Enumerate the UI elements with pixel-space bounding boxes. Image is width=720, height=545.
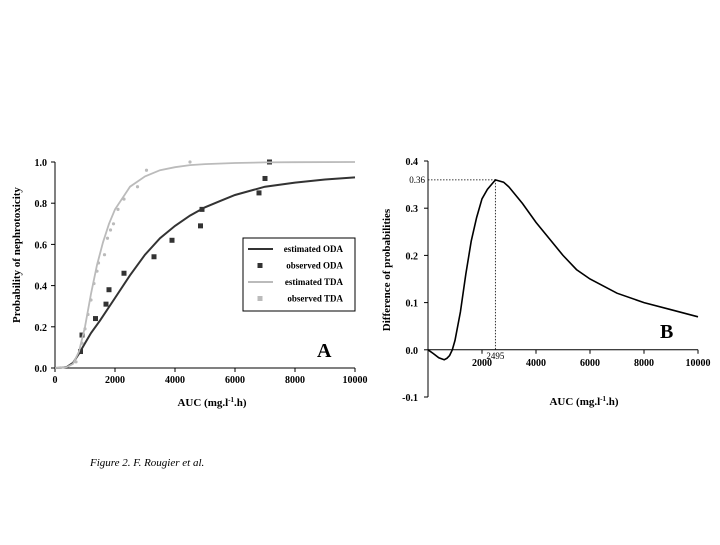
chart-a-y-axis-label: Probability of nephrotoxicity — [11, 187, 23, 323]
difference-curve — [427, 178, 699, 361]
chart-b-y-tick-label: 0.2 — [406, 251, 419, 262]
observed-oda-point — [79, 332, 85, 338]
observed-tda-point — [86, 312, 90, 317]
observed-tda-point — [89, 298, 93, 302]
observed-tda-point — [96, 261, 101, 265]
chart-b-y-axis-label: Difference of probabilities — [381, 208, 393, 331]
max-x-label: 2495 — [486, 351, 505, 361]
legend-label: observed ODA — [286, 261, 343, 271]
observed-oda-point — [121, 270, 127, 276]
legend-label: estimated ODA — [284, 244, 344, 254]
observed-oda-point — [93, 316, 98, 322]
observed-oda-point — [256, 190, 262, 196]
observed-oda-point — [106, 287, 112, 293]
chart-a-x-tick-label: 6000 — [225, 375, 245, 386]
estimated-tda-line — [54, 161, 356, 369]
chart-a-x-axis-label: AUC (mg.l-1.h) — [177, 396, 246, 409]
observed-oda-point — [169, 237, 175, 243]
panel-b-letter: B — [660, 321, 673, 343]
chart-a-x-tick-label: 10000 — [343, 375, 368, 386]
chart-b-x-tick-label: 6000 — [580, 358, 600, 369]
chart-a-y-tick-label: 0.4 — [35, 282, 48, 293]
observed-oda-point — [199, 206, 205, 212]
observed-oda-point — [151, 254, 157, 260]
observed-tda-point — [74, 360, 78, 364]
chart-a-y-tick-label: 0.8 — [35, 199, 48, 210]
legend-swatch-marker — [257, 296, 263, 301]
chart-b-y-tick-label: 0.0 — [406, 346, 419, 357]
observed-tda-point — [111, 222, 116, 226]
observed-tda-point — [144, 168, 149, 172]
chart-a-y-tick-label: 0.2 — [35, 323, 48, 334]
observed-oda-point — [198, 223, 203, 229]
chart-b-x-tick-label: 4000 — [526, 358, 546, 369]
chart-a-x-tick-label: 4000 — [165, 375, 185, 386]
observed-tda-point — [95, 269, 99, 273]
observed-tda-point — [135, 185, 140, 189]
chart-a-x-tick-label: 0 — [53, 375, 58, 386]
observed-oda-point — [262, 175, 268, 181]
chart-b-y-tick-label: -0.1 — [402, 393, 418, 404]
chart-b-x-tick-label: 8000 — [634, 358, 654, 369]
chart-a-y-tick-label: 1.0 — [35, 158, 48, 169]
chart-b-y-tick-label: 0.1 — [406, 299, 419, 310]
observed-tda-point — [92, 281, 96, 286]
legend-swatch-marker — [257, 263, 263, 268]
chart-b-x-axis-label: AUC (mg.l-1.h) — [549, 395, 618, 408]
chart-b: Difference of probabilities AUC (mg.l-1.… — [381, 157, 711, 408]
chart-a-y-tick-label: 0.6 — [35, 240, 48, 251]
observed-tda-point — [102, 253, 107, 257]
legend-label: estimated TDA — [285, 277, 344, 287]
observed-oda-point — [103, 301, 109, 307]
chart-a: Probability of nephrotoxicity AUC (mg.l-… — [11, 158, 368, 409]
observed-tda-point — [80, 341, 84, 345]
max-y-label: 0.36 — [409, 175, 425, 185]
figure-caption: Figure 2. F. Rougier et al. — [90, 457, 205, 469]
observed-tda-point — [122, 197, 126, 201]
legend-label: observed TDA — [287, 294, 343, 304]
observed-oda-point — [78, 349, 83, 355]
observed-tda-point — [116, 207, 120, 211]
chart-a-x-tick-label: 2000 — [105, 375, 125, 386]
chart-b-x-tick-label: 2000 — [472, 358, 492, 369]
chart-b-y-tick-label: 0.3 — [406, 204, 419, 215]
chart-b-y-tick-label: 0.4 — [406, 157, 419, 168]
panel-a-letter: A — [317, 340, 332, 362]
chart-a-y-tick-label: 0.0 — [35, 364, 48, 375]
observed-tda-point — [83, 327, 87, 331]
observed-tda-point — [188, 160, 192, 164]
chart-a-x-tick-label: 8000 — [285, 375, 305, 386]
observed-tda-point — [108, 228, 113, 232]
observed-tda-point — [105, 236, 110, 240]
chart-b-x-tick-label: 10000 — [686, 358, 711, 369]
chart-a-legend: estimated ODA observed ODA estimated TDA ob… — [242, 237, 356, 312]
